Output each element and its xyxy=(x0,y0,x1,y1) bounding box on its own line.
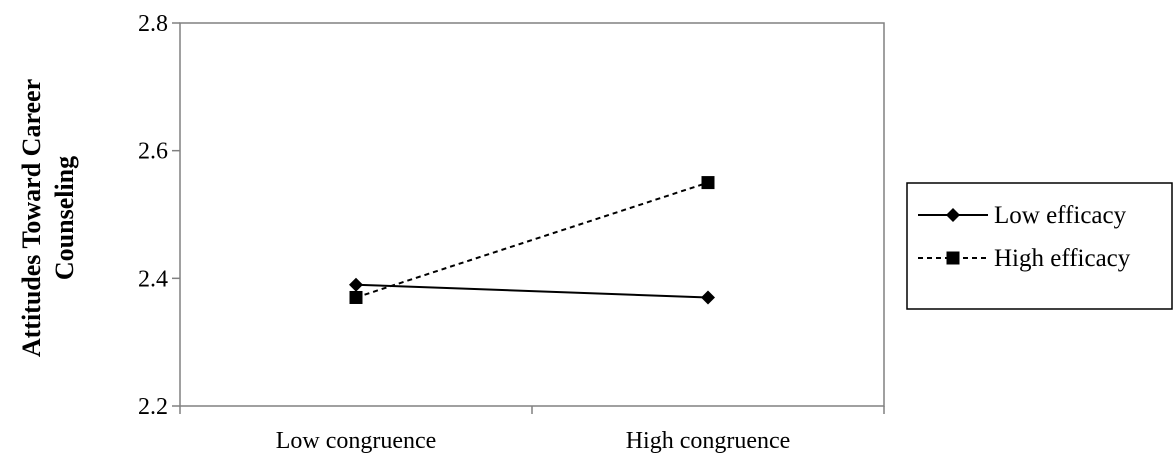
y-tick-label: 2.8 xyxy=(138,11,168,37)
series-layer xyxy=(349,176,715,305)
legend-swatch-marker xyxy=(946,208,960,222)
data-point xyxy=(349,290,363,304)
y-tick-label: 2.2 xyxy=(138,394,168,420)
y-axis-title-line-1: Attitudes Toward Career xyxy=(17,79,46,357)
data-point xyxy=(701,290,715,305)
plot-area xyxy=(179,22,885,407)
legend-swatch-marker xyxy=(946,251,960,265)
y-tick-label: 2.4 xyxy=(138,266,168,292)
legend-label: High efficacy xyxy=(994,245,1131,272)
y-axis: 2.2 2.4 2.6 2.8 xyxy=(138,11,180,420)
series-line xyxy=(355,283,709,299)
series-line xyxy=(355,181,709,299)
x-tick-label: Low congruence xyxy=(276,428,437,454)
series-low-efficacy xyxy=(349,277,715,305)
legend-entry: High efficacy xyxy=(918,245,1131,272)
data-point xyxy=(701,176,715,190)
legend-label: Low efficacy xyxy=(994,202,1127,229)
x-axis: Low congruence High congruence xyxy=(179,406,885,454)
x-tick-label: High congruence xyxy=(626,428,791,454)
legend: Low efficacy High efficacy xyxy=(906,182,1173,310)
legend-entry: Low efficacy xyxy=(918,202,1127,229)
y-tick-label: 2.6 xyxy=(138,139,168,165)
data-point xyxy=(349,277,363,292)
series-high-efficacy xyxy=(349,176,715,304)
legend-box xyxy=(906,182,1173,310)
y-axis-title-line-2: Counseling xyxy=(50,156,79,280)
y-axis-title: Attitudes Toward Career Counseling xyxy=(17,79,79,357)
